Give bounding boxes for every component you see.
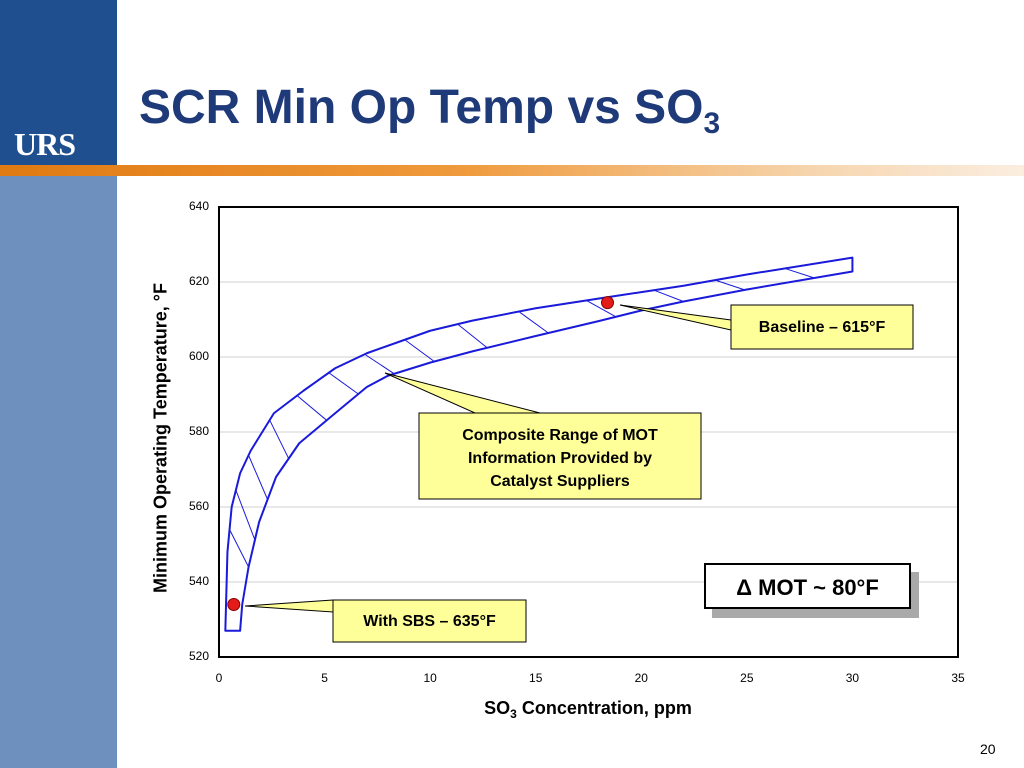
x-tick-label: 20 — [634, 671, 648, 685]
plot-frame — [218, 206, 959, 658]
y-tick-label: 540 — [188, 574, 209, 588]
y-axis-label: Minimum Operating Temperature, °F — [150, 283, 171, 593]
baseline-callout-label: Baseline – 615°F — [758, 319, 886, 336]
y-tick-label: 520 — [188, 649, 209, 663]
hatch-line — [457, 323, 488, 349]
hatch-line — [586, 300, 617, 318]
hatch-line — [328, 372, 359, 395]
hatch-line — [404, 339, 435, 362]
x-tick-label: 10 — [423, 671, 437, 685]
baseline-callout-pointer — [619, 304, 732, 331]
hatch-line — [715, 279, 745, 291]
x-tick-label: 30 — [845, 671, 860, 685]
x-label-sub: 3 — [510, 707, 517, 721]
baseline-point — [601, 296, 615, 310]
x-label-main: SO — [484, 698, 511, 718]
x-axis-label: SO3 Concentration, ppm — [484, 698, 692, 721]
hatch-line — [653, 289, 684, 302]
composite-callout-label: Composite Range of MOT Information Provi… — [419, 424, 701, 493]
sbs-callout-pointer — [244, 599, 334, 613]
title-main: SCR Min Op Temp vs SO — [139, 81, 704, 134]
delta-mot-box: Δ MOT ~ 80°F — [704, 563, 911, 609]
composite-line-2: Information Provided by — [467, 450, 652, 467]
title-subscript: 3 — [703, 107, 721, 140]
urs-logo: URS — [14, 126, 76, 162]
hatch-line — [248, 455, 269, 500]
mot-range-band — [224, 256, 854, 632]
hatch-line — [784, 267, 815, 279]
hatch-line — [296, 395, 328, 421]
hatch-line — [269, 419, 290, 459]
x-tick-label: 15 — [529, 671, 543, 685]
hatch-line — [364, 353, 395, 375]
page-number: 20 — [980, 741, 996, 757]
y-tick-label: 580 — [188, 424, 209, 438]
sbs-callout-box — [332, 599, 527, 643]
sidebar-block — [0, 176, 117, 768]
x-tick-label: 0 — [215, 671, 223, 685]
hatch-line — [518, 311, 549, 334]
baseline-callout-box — [730, 304, 914, 350]
composite-callout-box — [418, 412, 702, 500]
sbs-point — [227, 598, 241, 611]
slide-title: SCR Min Op Temp vs SO3 — [139, 80, 720, 141]
sbs-callout-label: With SBS – 635°F — [363, 613, 496, 630]
composite-line-3: Catalyst Suppliers — [490, 473, 630, 490]
y-tick-label: 620 — [188, 274, 209, 288]
x-label-rest: Concentration, ppm — [516, 698, 692, 718]
y-tick-label: 600 — [188, 349, 209, 363]
hatch-line — [235, 489, 256, 541]
header-divider — [0, 165, 1024, 176]
y-tick-label: 560 — [188, 499, 209, 513]
x-tick-label: 5 — [321, 671, 328, 685]
x-tick-label: 35 — [951, 671, 965, 685]
header-sidebar-block — [0, 0, 117, 165]
y-tick-label: 640 — [188, 199, 209, 213]
composite-line-1: Composite Range of MOT — [462, 427, 658, 444]
hatch-line — [229, 529, 250, 568]
x-tick-label: 25 — [740, 671, 754, 685]
composite-callout-pointer — [384, 372, 541, 414]
